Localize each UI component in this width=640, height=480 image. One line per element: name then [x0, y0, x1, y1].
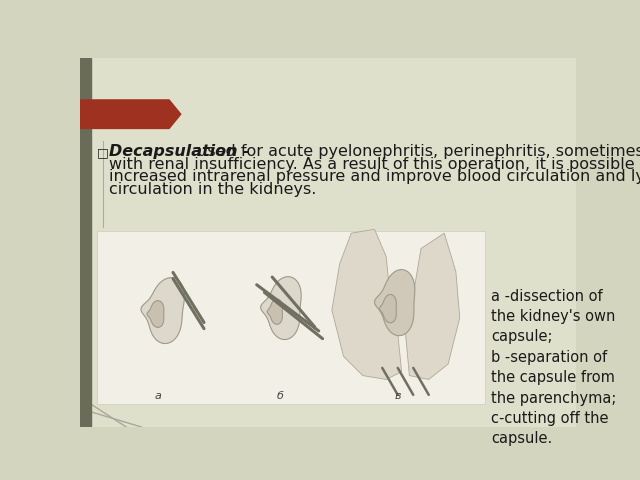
Text: в: в: [394, 391, 401, 401]
Polygon shape: [406, 233, 460, 380]
Bar: [97, 231, 484, 404]
Text: increased intrarenal pressure and improve blood circulation and lymph: increased intrarenal pressure and improv…: [109, 169, 640, 184]
Text: a: a: [154, 391, 161, 401]
Polygon shape: [267, 299, 282, 324]
Polygon shape: [147, 300, 164, 327]
Polygon shape: [80, 100, 180, 129]
Bar: [80, 58, 91, 427]
Text: б: б: [276, 391, 284, 401]
Polygon shape: [380, 294, 396, 323]
Text: a -dissection of
the kidney's own
capsule;
b -separation of
the capsule from
the: a -dissection of the kidney's own capsul…: [491, 288, 616, 446]
Polygon shape: [332, 229, 402, 380]
Text: Decapsulation -: Decapsulation -: [109, 144, 250, 159]
Text: used for acute pyelonephritis, perinephritis, sometimes: used for acute pyelonephritis, perinephr…: [193, 144, 640, 159]
Text: □: □: [97, 146, 109, 159]
Polygon shape: [260, 276, 301, 339]
Text: with renal insufficiency. As a result of this operation, it is possible to reduc: with renal insufficiency. As a result of…: [109, 156, 640, 171]
Polygon shape: [374, 270, 415, 336]
Polygon shape: [141, 277, 184, 344]
Text: circulation in the kidneys.: circulation in the kidneys.: [109, 182, 317, 197]
